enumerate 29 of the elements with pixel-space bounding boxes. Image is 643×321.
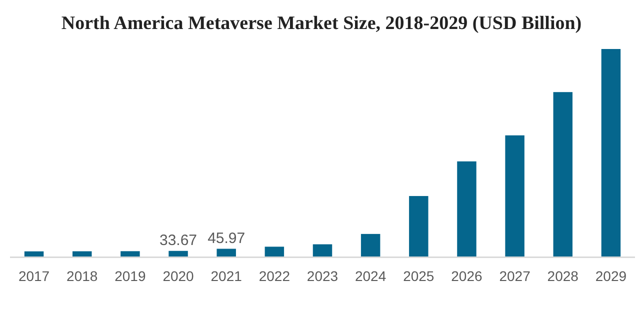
bar [553,92,572,257]
bar [457,161,476,257]
x-tick-label: 2029 [595,268,627,284]
bar [601,49,621,257]
bar [505,135,524,257]
x-tick-label: 2020 [162,268,194,284]
bar [264,246,284,257]
x-tick-label: 2025 [403,268,434,284]
x-tick-label: 2018 [66,268,98,284]
x-tick-label: 2019 [114,268,146,284]
x-tick-label: 2028 [547,268,579,284]
chart-title: North America Metaverse Market Size, 2018-2029 (USD Billion) [61,13,582,34]
bar [216,248,236,257]
bar [168,250,188,257]
data-label: 33.67 [159,232,198,249]
x-tick-label: 2022 [258,268,290,284]
x-tick-label: 2023 [306,268,338,284]
x-tick-label: 2024 [355,268,386,284]
x-tick-label: 2026 [451,268,483,284]
bar [409,196,428,257]
x-tick-label: 2027 [499,268,531,284]
bar [24,251,44,257]
x-tick-label: 2021 [210,268,242,284]
bar [360,234,380,257]
x-tick-label: 2017 [18,268,50,284]
bar [120,251,140,257]
data-label: 45.97 [208,230,246,247]
bar [312,244,332,257]
bar [72,251,92,257]
